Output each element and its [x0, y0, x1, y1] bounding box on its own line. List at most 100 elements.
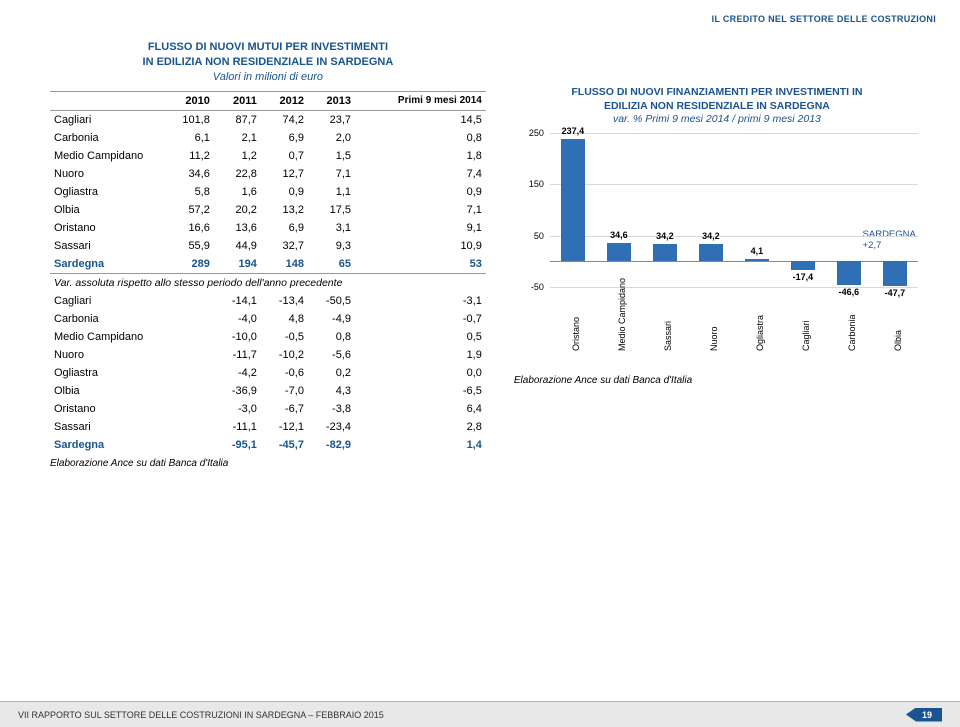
table-row-label: Carbonia — [50, 310, 163, 328]
table-row-label: Olbia — [50, 201, 163, 219]
chart-ytick: 150 — [518, 179, 544, 189]
table-cell: -11,1 — [214, 418, 261, 436]
chart-plot: SARDEGNA +2,7 237,434,634,234,24,1-17,4-… — [550, 133, 918, 287]
table-cell: 7,1 — [355, 201, 486, 219]
chart-bar — [561, 139, 585, 261]
table-cell: 0,9 — [261, 183, 308, 201]
table-row-label: Oristano — [50, 219, 163, 237]
chart-xlabels: OristanoMedio CampidanoSassariNuoroOglia… — [550, 291, 918, 347]
table-row-label: Sassari — [50, 237, 163, 255]
chart-ytick: 250 — [518, 128, 544, 138]
table-row-label: Medio Campidano — [50, 147, 163, 165]
total-cell: 1,4 — [355, 436, 486, 454]
table-cell: 6,9 — [261, 219, 308, 237]
table-cell: 1,5 — [308, 147, 355, 165]
content: FLUSSO DI NUOVI MUTUI PER INVESTIMENTI I… — [50, 40, 920, 469]
total-cell: 194 — [214, 255, 261, 274]
table-cell: -6,7 — [261, 400, 308, 418]
table-title-l1: FLUSSO DI NUOVI MUTUI PER INVESTIMENTI — [50, 40, 486, 55]
chart-bar-label: 34,6 — [599, 230, 639, 240]
table-cell: -3,0 — [214, 400, 261, 418]
chart-bar — [699, 244, 723, 262]
annot-value: +2,7 — [863, 240, 882, 251]
table-cell: 74,2 — [261, 110, 308, 129]
table-row-label: Ogliastra — [50, 364, 163, 382]
table-cell: 20,2 — [214, 201, 261, 219]
table-cell: -36,9 — [214, 382, 261, 400]
chart-bar — [607, 243, 631, 261]
table-row-label: Cagliari — [50, 292, 163, 310]
table-cell: 1,6 — [214, 183, 261, 201]
table-row-label: Carbonia — [50, 129, 163, 147]
table-cell: 13,2 — [261, 201, 308, 219]
chart-xlabel: Medio Campidano — [617, 291, 627, 351]
table-cell: -3,1 — [355, 292, 486, 310]
col-primi9: Primi 9 mesi 2014 — [355, 91, 486, 110]
total-cell: 53 — [355, 255, 486, 274]
table-row-label: Medio Campidano — [50, 328, 163, 346]
table-cell: 0,0 — [355, 364, 486, 382]
table-cell: 2,8 — [355, 418, 486, 436]
chart-xlabel: Olbia — [893, 291, 903, 351]
chart-source: Elaborazione Ance su dati Banca d'Italia — [514, 375, 920, 386]
total-cell: 289 — [163, 255, 214, 274]
table-cell: 0,8 — [308, 328, 355, 346]
table-row-label: Nuoro — [50, 165, 163, 183]
table-row-label: Ogliastra — [50, 183, 163, 201]
table-row-label: Oristano — [50, 400, 163, 418]
chart-title-l2: EDILIZIA NON RESIDENZIALE IN SARDEGNA — [514, 100, 920, 114]
table-cell: 7,4 — [355, 165, 486, 183]
table-cell: 101,8 — [163, 110, 214, 129]
table-cell: -14,1 — [214, 292, 261, 310]
chart-bar-label: 237,4 — [553, 126, 593, 136]
table-cell: -13,4 — [261, 292, 308, 310]
table-cell: 4,3 — [308, 382, 355, 400]
chart-xlabel: Sassari — [663, 291, 673, 351]
footer-text: VII RAPPORTO SUL SETTORE DELLE COSTRUZIO… — [18, 710, 384, 720]
table-source: Elaborazione Ance su dati Banca d'Italia — [50, 458, 486, 469]
table-cell: 44,9 — [214, 237, 261, 255]
chart-panel: FLUSSO DI NUOVI FINANZIAMENTI PER INVEST… — [514, 40, 920, 469]
table-cell: 10,9 — [355, 237, 486, 255]
chart-bar — [837, 261, 861, 285]
chart-xlabel: Carbonia — [847, 291, 857, 351]
table-cell: -4,2 — [214, 364, 261, 382]
table-row-label: Olbia — [50, 382, 163, 400]
col-2010: 2010 — [163, 91, 214, 110]
table-cell: 55,9 — [163, 237, 214, 255]
table-title-l3: Valori in milioni di euro — [50, 70, 486, 85]
chart-title: FLUSSO DI NUOVI FINANZIAMENTI PER INVEST… — [514, 86, 920, 127]
footer: VII RAPPORTO SUL SETTORE DELLE COSTRUZIO… — [0, 701, 960, 727]
table-cell: 11,2 — [163, 147, 214, 165]
table-cell: 7,1 — [308, 165, 355, 183]
table-panel: FLUSSO DI NUOVI MUTUI PER INVESTIMENTI I… — [50, 40, 486, 469]
chart-annotation: SARDEGNA +2,7 — [863, 230, 916, 251]
table-cell: -50,5 — [308, 292, 355, 310]
table-cell: 13,6 — [214, 219, 261, 237]
table-title-l2: IN EDILIZIA NON RESIDENZIALE IN SARDEGNA — [50, 55, 486, 70]
page-number: 19 — [906, 708, 942, 722]
table-cell: 34,6 — [163, 165, 214, 183]
table-cell: 2,1 — [214, 129, 261, 147]
table-cell: 6,4 — [355, 400, 486, 418]
table-cell: 0,8 — [355, 129, 486, 147]
chart-bar-label: 34,2 — [645, 231, 685, 241]
total-cell: 148 — [261, 255, 308, 274]
col-2013: 2013 — [308, 91, 355, 110]
chart-bar — [745, 259, 769, 261]
table-cell: 12,7 — [261, 165, 308, 183]
table-cell: 9,1 — [355, 219, 486, 237]
table-cell: 0,2 — [308, 364, 355, 382]
table-cell: -10,0 — [214, 328, 261, 346]
table-cell: 22,8 — [214, 165, 261, 183]
table-cell: 16,6 — [163, 219, 214, 237]
table-cell: 32,7 — [261, 237, 308, 255]
total-cell: 65 — [308, 255, 355, 274]
table-cell: -23,4 — [308, 418, 355, 436]
table-cell: -11,7 — [214, 346, 261, 364]
col-2012: 2012 — [261, 91, 308, 110]
chart: -5050150250 SARDEGNA +2,7 237,434,634,23… — [518, 133, 918, 313]
chart-ytick: -50 — [518, 282, 544, 292]
table-title: FLUSSO DI NUOVI MUTUI PER INVESTIMENTI I… — [50, 40, 486, 85]
chart-xlabel: Oristano — [571, 291, 581, 351]
